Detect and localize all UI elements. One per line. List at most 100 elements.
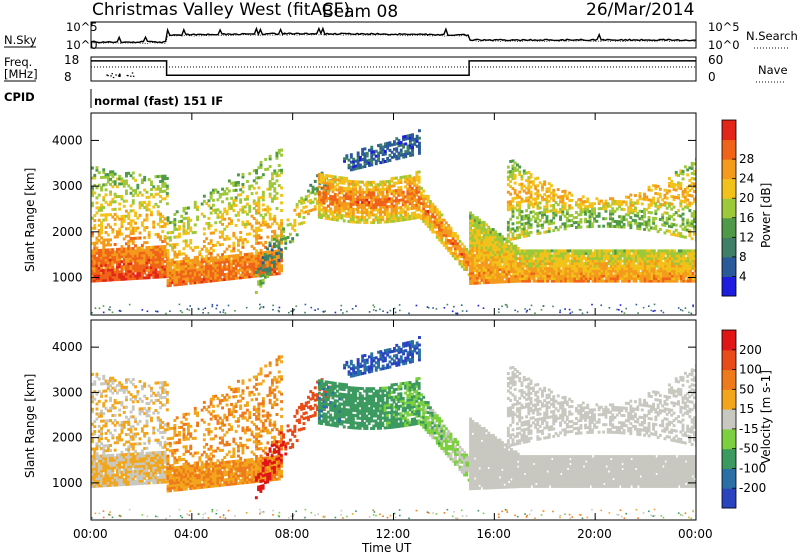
power-cell-morning-band-1267 (666, 277, 670, 281)
power-cell-rising-band-434 (223, 192, 227, 196)
power-cell-morning-band-1421 (693, 267, 696, 270)
power-cell-rising-band-653 (250, 214, 254, 218)
power-cell-evening-band-562 (145, 266, 149, 270)
power-cell-morning-band-69 (473, 244, 477, 247)
power-cell-evening-band-233 (111, 255, 115, 259)
power-cell-morning-band-741 (571, 279, 575, 283)
power-cell-far-range-patch-28 (359, 163, 362, 167)
power-cell-upper-morning-band-618 (668, 224, 671, 228)
power-cell-evening-band-611 (150, 248, 153, 252)
power-cell-upper-morning-band-525 (640, 202, 644, 206)
power-cell-rising-arc-26 (266, 269, 270, 273)
power-cell-rising-band-132 (182, 224, 186, 228)
power-cell-ionospheric-band-303 (367, 213, 371, 217)
power-cell-evening-band-54 (95, 269, 99, 273)
power-cell-ionospheric-band-577 (413, 198, 417, 202)
power-cell-rising-band-594 (243, 263, 247, 267)
power-cell-rising-band-64 (173, 225, 177, 229)
power-cell-rising-band-153 (184, 229, 188, 233)
power-cell-morning-band-218 (487, 240, 491, 244)
power-cell-morning-band-1039 (623, 251, 627, 255)
power-cell-morning-band-752 (571, 251, 575, 255)
power-cell-ionospheric-band-393 (381, 185, 385, 189)
power-cell-ionospheric-band-564 (410, 196, 414, 200)
power-cell-ionospheric-band-653 (426, 210, 430, 213)
power-cell-upper-morning-band-149 (527, 181, 531, 185)
power-cell-rising-band-138 (184, 279, 188, 283)
power-cell-evening-band-623 (152, 265, 156, 269)
freq-scatter-dot-5 (111, 73, 113, 75)
power-cell-morning-band-890 (596, 254, 600, 258)
power-cell-morning-band-681 (559, 277, 563, 281)
power-cell-rising-arc-64 (282, 229, 285, 233)
power-cell-rising-band-484 (230, 206, 233, 210)
power-cell-evening-band-718 (161, 230, 165, 234)
power-cell-evening-band-640 (154, 270, 158, 274)
power-cell-ionospheric-band-713 (440, 236, 444, 240)
power-cell-evening-band-10 (91, 254, 94, 258)
power-cell-upper-morning-band-398 (595, 214, 599, 218)
power-cell-morning-band-253 (491, 265, 495, 269)
power-cell-rising-band-527 (234, 183, 238, 187)
power-cell-evening-band-73 (97, 279, 101, 283)
power-cell-ionospheric-band-11 (317, 185, 321, 189)
power-cell-rising-band-75 (175, 268, 179, 272)
power-cell-ionospheric-band-50 (324, 186, 328, 190)
power-cell-rising-band-324 (209, 231, 213, 235)
power-cell-morning-band-884 (596, 269, 600, 273)
power-cell-rising-band-766 (261, 203, 265, 207)
power-cell-rising-band-899 (275, 154, 279, 158)
power-cell-evening-band-118 (100, 208, 103, 212)
power-cell-morning-band-742 (571, 277, 575, 281)
power-cell-morning-band-4 (469, 271, 472, 275)
power-cell-ionospheric-band-300 (365, 183, 369, 187)
power-cell-rising-band-711 (257, 256, 261, 260)
power-cell-rising-band-842 (271, 250, 274, 254)
power-cell-rising-band-51 (173, 273, 177, 277)
power-cell-rising-band-650 (250, 244, 254, 248)
power-cell-rising-band-678 (255, 267, 258, 270)
power-cell-evening-band-40 (93, 244, 97, 248)
power-cell-ionospheric-band-740 (447, 249, 451, 253)
power-cell-evening-band-552 (143, 226, 147, 230)
power-cell-far-range-patch-71 (379, 161, 383, 165)
power-cell-upper-morning-band-436 (611, 207, 615, 211)
power-cell-ionospheric-band-186 (347, 189, 351, 193)
power-cell-upper-morning-band-546 (647, 218, 651, 222)
power-cell-morning-band-1017 (621, 279, 624, 283)
power-cell-upper-morning-band-187 (536, 221, 540, 225)
power-cell-upper-morning-band-342 (577, 205, 581, 209)
power-cell-evening-band-67 (95, 206, 99, 210)
power-cell-ionospheric-band-546 (408, 199, 412, 203)
power-cell-morning-band-104 (475, 223, 479, 227)
power-cell-ionospheric-band-461 (392, 184, 396, 188)
power-cell-rising-band-406 (221, 255, 224, 259)
power-cell-upper-morning-band-600 (663, 221, 667, 225)
power-cell-ionospheric-band-724 (442, 233, 446, 237)
power-cell-ionospheric-band-349 (374, 195, 378, 199)
power-cell-upper-morning-band-374 (588, 225, 592, 229)
power-cell-evening-band-521 (140, 266, 144, 270)
power-cell-morning-band-1412 (691, 259, 695, 263)
power-cell-ionospheric-band-75 (329, 184, 333, 188)
power-cell-rising-band-94 (178, 260, 181, 264)
power-cell-rising-band-854 (271, 174, 274, 178)
power-cell-upper-morning-band-97 (520, 215, 524, 219)
power-cell-upper-morning-band-272 (554, 213, 558, 217)
power-cell-morning-band-77 (473, 223, 477, 227)
power-cell-ionospheric-band-559 (410, 211, 414, 215)
power-cell-ionospheric-band-634 (422, 197, 426, 201)
power-cell-rising-band-813 (268, 260, 272, 264)
power-cell-morning-band-1311 (673, 264, 677, 268)
power-cell-morning-band-996 (616, 269, 620, 273)
power-cell-morning-band-1260 (664, 264, 668, 268)
power-cell-rising-band-26 (168, 261, 172, 265)
power-cell-rising-band-348 (212, 188, 215, 192)
power-cell-evening-band-615 (150, 193, 153, 197)
power-cell-rising-band-181 (189, 266, 193, 270)
power-cell-rising-band-924 (280, 266, 283, 270)
power-cell-ionospheric-band-502 (399, 178, 403, 182)
power-cell-rising-arc-21 (263, 258, 267, 262)
power-cell-rising-band-510 (234, 276, 238, 280)
power-cell-ionospheric-band-687 (433, 208, 437, 211)
